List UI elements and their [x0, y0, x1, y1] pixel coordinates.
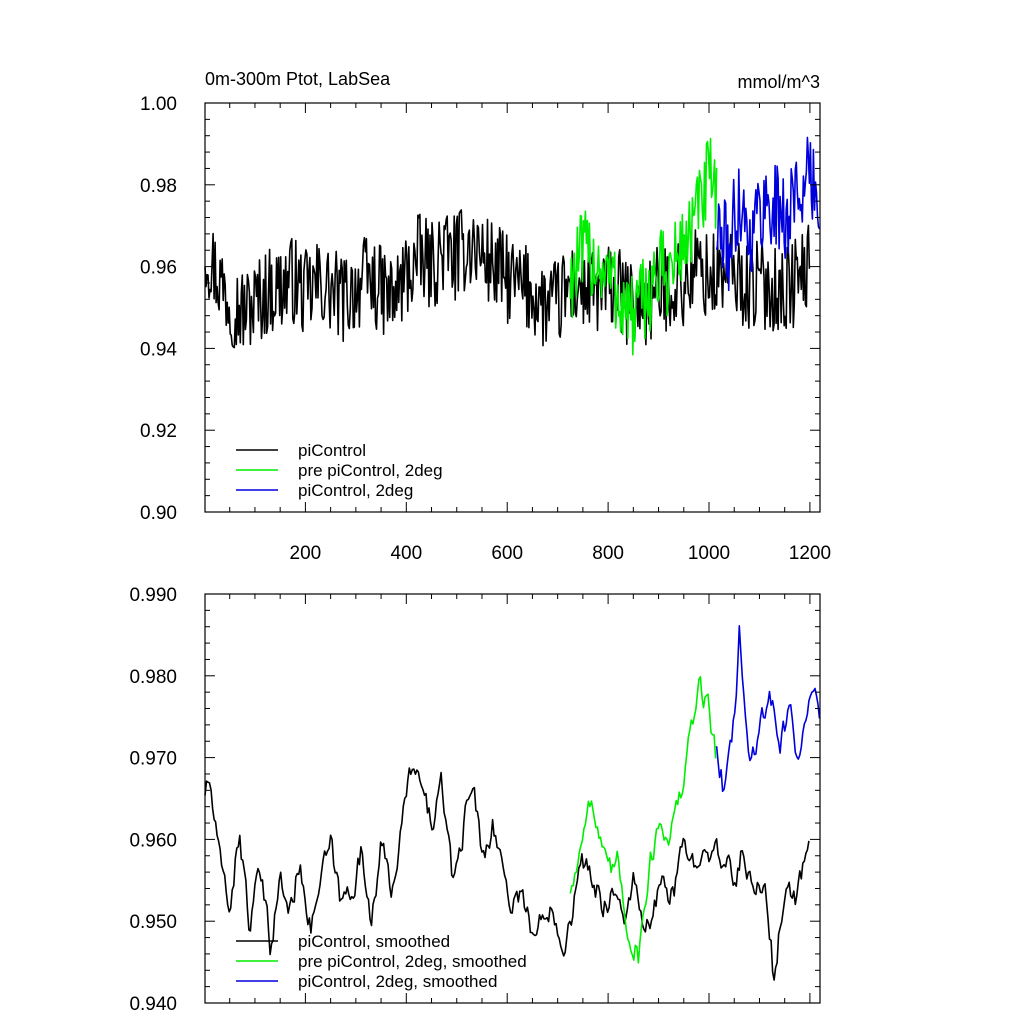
y-tick-label: 0.990 [129, 585, 177, 606]
y-tick-label: 0.98 [140, 176, 177, 197]
series-line-3 [715, 624, 821, 793]
plot-frame [204, 102, 821, 513]
series-line-2 [569, 137, 718, 356]
x-tick-label: 1000 [688, 543, 730, 564]
units-label: mmol/m^3 [738, 72, 820, 92]
x-tick-label: 600 [491, 543, 523, 564]
chart-title: 0m-300m Ptot, LabSea [205, 69, 391, 89]
y-tick-label: 0.970 [129, 749, 177, 770]
y-tick-label: 0.950 [129, 912, 177, 933]
legend-label: piControl, 2deg [298, 481, 413, 500]
x-tick-label: 1200 [789, 543, 831, 564]
y-tick-label: 1.00 [140, 94, 177, 115]
y-tick-label: 0.92 [140, 421, 177, 442]
x-tick-label: 800 [592, 543, 624, 564]
series-line-2 [569, 675, 717, 964]
series-line-3 [715, 136, 821, 292]
legend-label: piControl, smoothed [298, 932, 450, 951]
plot-frame [204, 593, 821, 1004]
y-tick-label: 0.940 [129, 994, 177, 1015]
y-tick-label: 0.960 [129, 830, 177, 851]
x-tick-label: 400 [390, 543, 422, 564]
chart-panel-1: 0.90 0.92 0.94 0.96 0.98 1.00 200 400 600 800 1000… [140, 69, 831, 564]
legend-label: piControl, 2deg, smoothed [298, 972, 497, 991]
legend-label: piControl [298, 441, 366, 460]
y-tick-label: 0.96 [140, 258, 177, 279]
legend-label: pre piControl, 2deg, smoothed [298, 952, 527, 971]
y-tick-label: 0.90 [140, 503, 177, 524]
series-line-1 [204, 767, 810, 981]
legend-label: pre piControl, 2deg [298, 461, 443, 480]
chart-panel-2: 0.940 0.950 0.960 0.970 0.980 0.990 piControl,… [129, 585, 821, 1015]
y-tick-label: 0.980 [129, 667, 177, 688]
y-tick-label: 0.94 [140, 339, 177, 360]
series-line-1 [204, 209, 811, 349]
x-tick-label: 200 [290, 543, 322, 564]
